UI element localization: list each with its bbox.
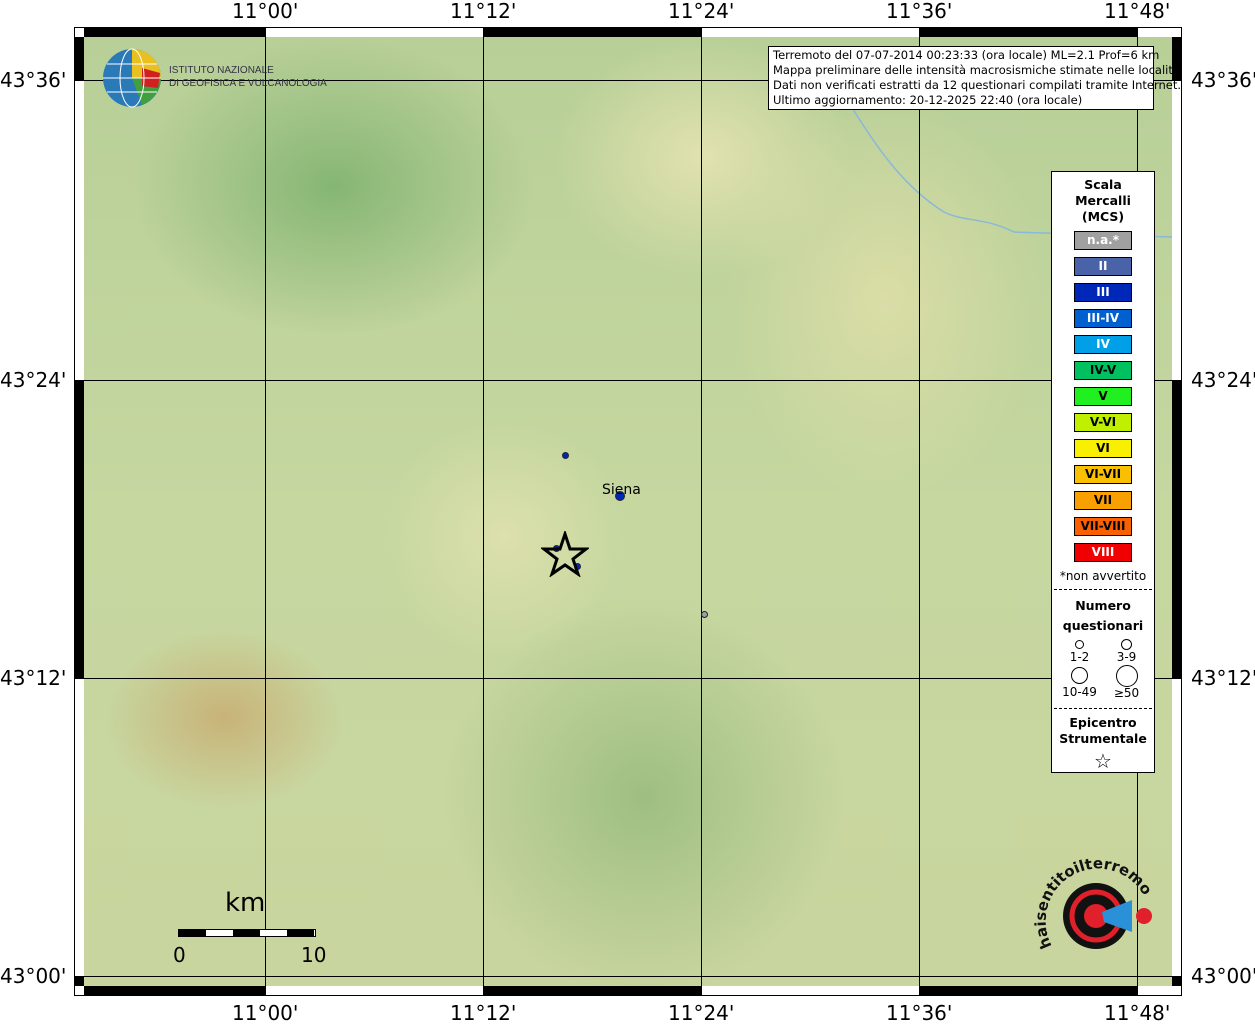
place-label: Siena xyxy=(602,482,641,498)
intensity-point[interactable] xyxy=(615,491,625,501)
lon-label: 11°36' xyxy=(886,0,953,23)
lat-label: 43°12' xyxy=(1191,666,1255,690)
lat-label: 43°36' xyxy=(0,68,67,92)
legend-swatch: III-IV xyxy=(1074,309,1132,328)
legend-swatch: VII xyxy=(1074,491,1132,510)
legend-swatch: VI-VII xyxy=(1074,465,1132,484)
haisentito-logo: haisentitoilterremoto.it xyxy=(1034,856,1156,952)
lon-label: 11°48' xyxy=(1104,0,1171,23)
lat-label: 43°36' xyxy=(1191,68,1255,92)
intensity-map[interactable] xyxy=(84,37,1172,986)
size-3-9-icon xyxy=(1121,639,1132,650)
lon-label: 11°12' xyxy=(450,1001,517,1025)
lon-label: 11°00' xyxy=(232,0,299,23)
globe-icon xyxy=(103,48,161,108)
event-info-box: Terremoto del 07-07-2014 00:23:33 (ora l… xyxy=(768,46,1181,110)
legend-swatch: VIII xyxy=(1074,543,1132,562)
legend-swatch: II xyxy=(1074,257,1132,276)
river xyxy=(833,76,1172,238)
lon-label: 11°24' xyxy=(668,0,735,23)
lat-label: 43°12' xyxy=(0,666,67,690)
lon-label: 11°48' xyxy=(1104,1001,1171,1025)
lat-label: 43°24' xyxy=(0,368,67,392)
size-50-icon xyxy=(1115,665,1138,687)
size-10-49-icon xyxy=(1071,667,1088,684)
lon-label: 11°24' xyxy=(668,1001,735,1025)
lat-label: 43°00' xyxy=(1191,964,1255,988)
lat-label: 43°24' xyxy=(1191,368,1255,392)
legend-panel: Scala Mercalli (MCS) n.a.* II III III-IV IV IV-… xyxy=(1051,171,1155,773)
epicenter-star-icon: ☆ xyxy=(1094,749,1112,773)
ingv-logo: ISTITUTO NAZIONALE DI GEOFISICA E VULCANO… xyxy=(102,48,327,112)
legend-swatch: V xyxy=(1074,387,1132,406)
legend-swatch: VII-VIII xyxy=(1074,517,1132,536)
legend-swatch: IV-V xyxy=(1074,361,1132,380)
scale-bar xyxy=(178,929,316,937)
legend-swatch: n.a.* xyxy=(1074,231,1132,250)
size-1-2-icon xyxy=(1075,640,1084,649)
legend-swatch: V-VI xyxy=(1074,413,1132,432)
intensity-point-na[interactable] xyxy=(701,611,708,618)
intensity-point[interactable] xyxy=(562,452,569,459)
lat-label: 43°00' xyxy=(0,964,67,988)
lon-label: 11°12' xyxy=(450,0,517,23)
lon-label: 11°36' xyxy=(886,1001,953,1025)
legend-swatch: III xyxy=(1074,283,1132,302)
legend-swatch: IV xyxy=(1074,335,1132,354)
lon-label: 11°00' xyxy=(232,1001,299,1025)
legend-swatch: VI xyxy=(1074,439,1132,458)
epicenter-star-icon[interactable] xyxy=(541,531,589,577)
